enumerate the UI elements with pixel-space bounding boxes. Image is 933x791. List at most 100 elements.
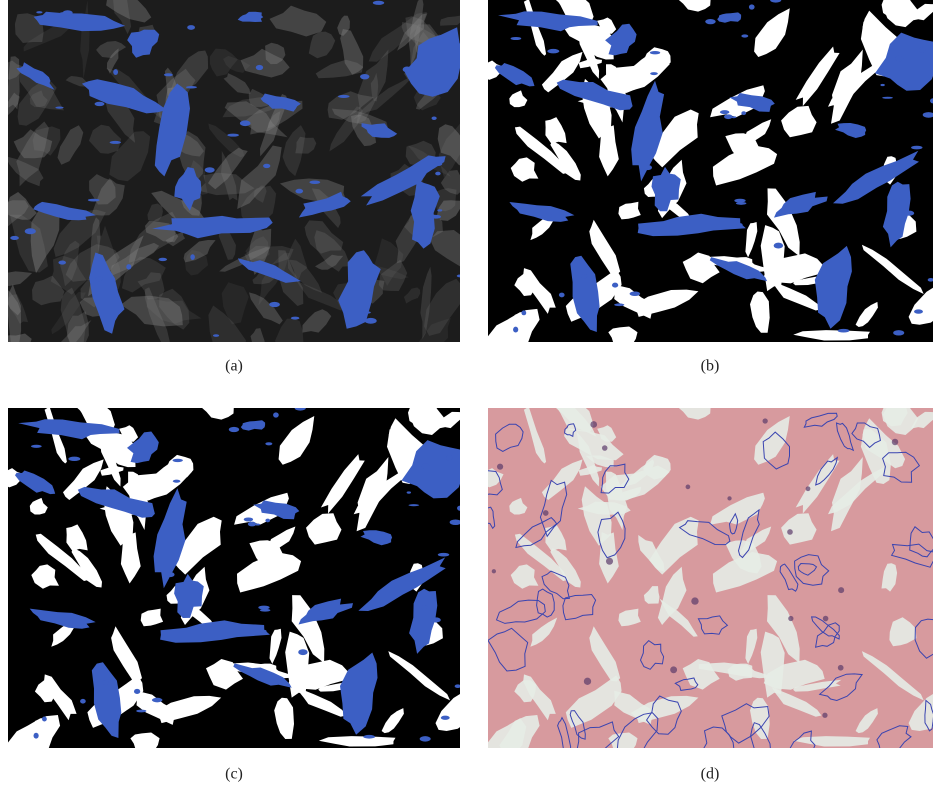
- blue-speck: [612, 283, 618, 288]
- blue-speck: [630, 291, 641, 296]
- blue-speck: [190, 254, 195, 260]
- blue-speck: [164, 73, 173, 76]
- blue-speck: [455, 684, 461, 688]
- blue-speck: [36, 11, 42, 13]
- nucleus: [838, 665, 844, 671]
- blue-speck: [843, 253, 847, 257]
- blue-speck: [265, 519, 270, 523]
- blue-speck: [34, 733, 39, 739]
- blue-speck: [275, 505, 284, 510]
- blue-speck: [369, 659, 373, 663]
- blue-speck: [435, 172, 441, 176]
- panel-caption: (a): [225, 358, 243, 375]
- nucleus: [686, 485, 691, 490]
- blue-speck: [173, 480, 181, 483]
- blue-speck: [240, 120, 251, 126]
- nucleus: [806, 486, 811, 491]
- blue-speck: [581, 274, 588, 278]
- panel-image: [473, 388, 933, 775]
- blue-speck: [265, 442, 272, 445]
- blue-speck: [64, 620, 73, 624]
- blue-speck: [749, 4, 755, 9]
- blue-speck: [25, 228, 36, 234]
- blue-speck: [42, 717, 47, 722]
- panel-image: [0, 388, 478, 775]
- blue-speck: [650, 51, 660, 54]
- blue-speck: [31, 445, 42, 448]
- blue-speck: [338, 95, 350, 98]
- blue-speck: [260, 630, 266, 633]
- nucleus: [822, 713, 827, 718]
- blue-speck: [273, 412, 279, 417]
- blue-speck: [88, 199, 100, 202]
- blue-speck: [893, 199, 901, 203]
- blue-speck: [513, 327, 518, 333]
- blue-speck: [205, 167, 215, 172]
- nucleus: [838, 587, 844, 593]
- blue-speck: [186, 86, 197, 88]
- blue-speck: [255, 524, 261, 526]
- blue-speck: [734, 199, 745, 203]
- blue-speck: [724, 114, 732, 119]
- blue-speck: [269, 302, 280, 307]
- blue-speck: [373, 1, 385, 5]
- blue-speck: [258, 606, 269, 610]
- blue-speck: [543, 214, 552, 218]
- blue-speck: [110, 141, 121, 144]
- blue-speck: [291, 317, 299, 320]
- blue-speck: [420, 736, 431, 741]
- nucleus: [606, 558, 613, 565]
- figure: (a) (b) (c) (d): [0, 0, 933, 791]
- nucleus: [543, 510, 549, 516]
- blue-speck: [457, 275, 462, 278]
- nucleus: [727, 496, 731, 500]
- panel-caption: (d): [701, 766, 720, 783]
- blue-speck: [10, 236, 19, 240]
- nucleus: [590, 421, 597, 428]
- blue-speck: [437, 209, 442, 211]
- blue-speck: [172, 459, 182, 462]
- blue-speck: [614, 303, 624, 306]
- blue-speck: [511, 37, 522, 40]
- blue-speck: [136, 710, 146, 713]
- blue-speck: [650, 72, 658, 75]
- blue-speck: [438, 553, 450, 557]
- blue-speck: [363, 735, 375, 739]
- blue-speck: [720, 110, 729, 114]
- blue-speck: [227, 134, 239, 137]
- blue-speck: [882, 97, 893, 99]
- panel-caption: (c): [225, 766, 243, 783]
- nucleus: [584, 678, 591, 685]
- blue-speck: [309, 181, 320, 185]
- blue-speck: [421, 464, 430, 469]
- blue-speck: [431, 617, 441, 622]
- blue-speck: [893, 330, 904, 335]
- blue-speck: [256, 65, 263, 70]
- blue-speck: [838, 329, 850, 333]
- blue-speck: [166, 572, 174, 577]
- blue-speck: [263, 164, 270, 168]
- blue-speck: [55, 106, 63, 108]
- blue-speck: [229, 427, 239, 432]
- blue-speck: [559, 293, 565, 298]
- blue-speck: [434, 162, 442, 166]
- blue-speck: [102, 680, 109, 684]
- nucleus: [823, 616, 829, 622]
- panel-image: [0, 0, 489, 369]
- nucleus: [788, 616, 793, 621]
- blue-speck: [914, 309, 923, 313]
- nucleus: [787, 529, 793, 535]
- blue-speck: [450, 519, 462, 525]
- blue-speck: [248, 522, 256, 527]
- blue-speck: [737, 223, 743, 226]
- blue-speck: [919, 47, 925, 53]
- blue-speck: [644, 165, 652, 170]
- blue-speck: [904, 211, 914, 216]
- blue-speck: [911, 146, 923, 150]
- blue-speck: [362, 311, 370, 313]
- blue-speck: [880, 84, 884, 86]
- blue-speck: [295, 406, 306, 411]
- blue-speck: [403, 67, 412, 73]
- panel-image: [480, 0, 933, 370]
- blue-speck: [244, 517, 253, 521]
